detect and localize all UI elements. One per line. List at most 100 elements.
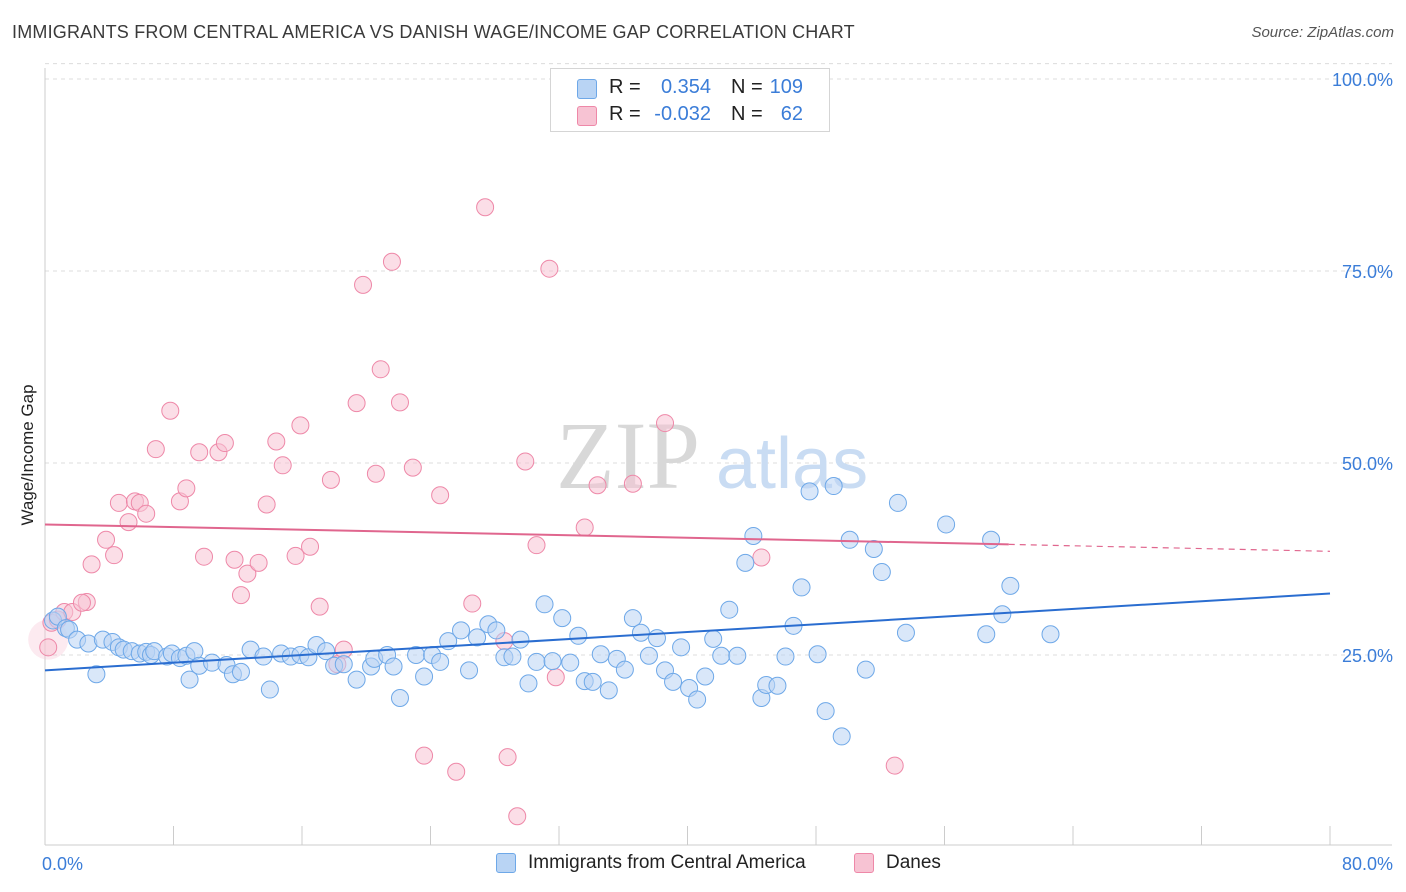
data-point-danes bbox=[623, 474, 642, 493]
data-point-danes bbox=[301, 537, 320, 556]
data-point-central-america bbox=[688, 690, 707, 709]
danes-points bbox=[28, 198, 904, 826]
data-point-central-america bbox=[511, 630, 530, 649]
data-point-central-america bbox=[460, 661, 479, 680]
data-point-danes bbox=[177, 479, 196, 498]
data-point-danes bbox=[431, 486, 450, 505]
data-point-danes bbox=[382, 252, 401, 271]
data-point-central-america bbox=[888, 493, 907, 512]
data-point-central-america bbox=[260, 680, 279, 699]
data-point-central-america bbox=[977, 625, 996, 644]
data-point-danes bbox=[195, 547, 214, 566]
data-point-danes bbox=[109, 493, 128, 512]
bottom-legend-label-pink: Danes bbox=[886, 852, 941, 873]
data-point-central-america bbox=[561, 653, 580, 672]
legend-n-value: 109 bbox=[769, 76, 803, 98]
y-tick-label: 50.0% bbox=[1342, 454, 1393, 474]
data-point-danes bbox=[190, 443, 209, 462]
data-point-danes bbox=[447, 762, 466, 781]
data-point-danes bbox=[286, 546, 305, 565]
x-tick-label: 80.0% bbox=[1342, 854, 1393, 874]
data-point-danes bbox=[498, 748, 517, 767]
y-tick-label: 75.0% bbox=[1342, 262, 1393, 282]
data-point-danes bbox=[390, 393, 409, 412]
data-point-danes bbox=[546, 668, 565, 687]
chart-title: IMMIGRANTS FROM CENTRAL AMERICA VS DANIS… bbox=[12, 22, 855, 42]
data-point-central-america bbox=[832, 727, 851, 746]
legend-row-blue: R = 0.354 N = 109 bbox=[551, 74, 829, 100]
data-point-central-america bbox=[792, 578, 811, 597]
legend-r-value: 0.354 bbox=[660, 76, 711, 98]
data-point-central-america bbox=[535, 595, 554, 614]
data-point-central-america bbox=[864, 540, 883, 559]
data-point-central-america bbox=[623, 609, 642, 628]
legend-r-label: R = bbox=[609, 76, 641, 98]
central-america-points bbox=[44, 477, 1060, 746]
data-point-central-america bbox=[872, 563, 891, 582]
data-point-central-america bbox=[553, 609, 572, 628]
data-point-danes bbox=[238, 564, 257, 583]
legend-r-value: -0.032 bbox=[654, 103, 711, 125]
data-point-central-america bbox=[712, 646, 731, 665]
bottom-legend-swatch-blue bbox=[496, 853, 516, 873]
data-point-central-america bbox=[384, 657, 403, 676]
data-point-danes bbox=[231, 586, 250, 605]
data-point-danes bbox=[82, 555, 101, 574]
data-point-central-america bbox=[334, 655, 353, 674]
data-point-central-america bbox=[824, 477, 843, 496]
data-point-central-america bbox=[415, 667, 434, 686]
data-point-danes bbox=[39, 638, 58, 657]
data-point-danes bbox=[588, 476, 607, 495]
data-point-danes bbox=[105, 546, 124, 565]
data-point-danes bbox=[575, 518, 594, 537]
data-point-central-america bbox=[87, 665, 106, 684]
data-point-central-america bbox=[704, 629, 723, 648]
data-point-danes bbox=[249, 553, 268, 572]
data-point-central-america bbox=[180, 670, 199, 689]
data-point-central-america bbox=[452, 621, 471, 640]
watermark-zip: ZIP bbox=[556, 402, 700, 509]
data-point-central-america bbox=[431, 652, 450, 671]
data-point-central-america bbox=[631, 623, 650, 642]
data-point-danes bbox=[403, 458, 422, 477]
data-point-danes bbox=[321, 470, 340, 489]
data-point-central-america bbox=[856, 660, 875, 679]
data-point-danes bbox=[415, 746, 434, 765]
data-point-central-america bbox=[543, 652, 562, 671]
data-point-central-america bbox=[1041, 625, 1060, 644]
data-point-central-america bbox=[519, 674, 538, 693]
trend-line-danes-extension bbox=[1008, 543, 1331, 552]
data-point-central-america bbox=[569, 626, 588, 645]
data-point-central-america bbox=[816, 702, 835, 721]
data-point-danes bbox=[119, 513, 138, 532]
data-point-danes bbox=[267, 432, 286, 451]
watermark: ZIP atlas bbox=[556, 402, 868, 509]
data-point-danes bbox=[225, 550, 244, 569]
data-point-central-america bbox=[1001, 576, 1020, 595]
data-point-central-america bbox=[896, 623, 915, 642]
data-point-central-america bbox=[768, 676, 787, 695]
data-point-central-america bbox=[527, 652, 546, 671]
y-tick-label: 25.0% bbox=[1342, 646, 1393, 666]
data-point-central-america bbox=[647, 629, 666, 648]
data-point-danes bbox=[257, 495, 276, 514]
legend-n-value: 62 bbox=[780, 103, 803, 125]
data-point-danes bbox=[146, 440, 165, 459]
data-point-danes bbox=[215, 434, 234, 453]
data-point-central-america bbox=[317, 642, 336, 661]
data-point-danes bbox=[656, 414, 675, 433]
legend-row-pink: R = -0.032 N = 62 bbox=[551, 101, 829, 127]
data-point-danes bbox=[354, 275, 373, 294]
data-point-danes bbox=[527, 536, 546, 555]
data-point-central-america bbox=[808, 645, 827, 664]
trend-line-danes bbox=[44, 523, 1009, 546]
data-point-central-america bbox=[664, 672, 683, 691]
data-point-central-america bbox=[639, 646, 658, 665]
data-point-danes bbox=[516, 452, 535, 471]
y-tick-label: 100.0% bbox=[1332, 70, 1393, 90]
trend-line-central-america bbox=[44, 592, 1331, 672]
data-point-central-america bbox=[982, 530, 1001, 549]
data-point-central-america bbox=[672, 638, 691, 657]
data-point-central-america bbox=[231, 662, 250, 681]
